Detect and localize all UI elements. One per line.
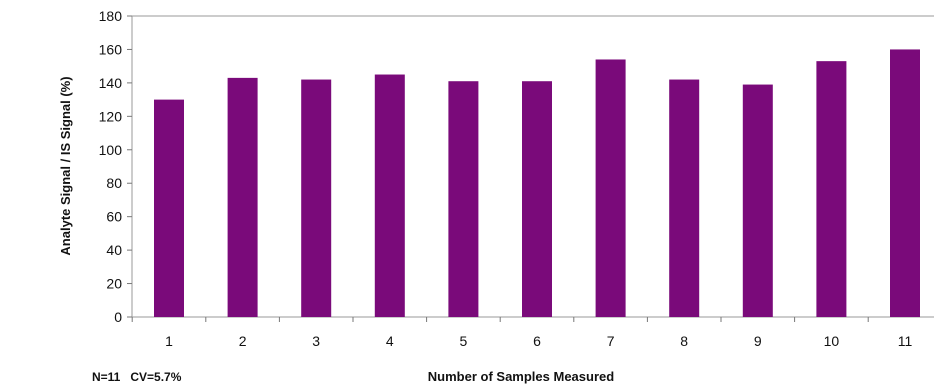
x-tick-label: 2: [239, 333, 247, 349]
y-tick-label: 20: [106, 276, 122, 292]
y-axis-ticks: 0 20 40 60 80 100 120 140 160 180: [99, 8, 132, 325]
bar: [522, 81, 552, 317]
bar: [448, 81, 479, 317]
y-axis-title: Analyte Signal / IS Signal (%): [58, 76, 73, 255]
bar: [890, 49, 920, 317]
x-tick-label: 9: [754, 333, 762, 349]
x-tick-label: 3: [312, 333, 320, 349]
bar: [816, 61, 847, 318]
bar-series: [154, 49, 920, 318]
bar: [669, 79, 700, 318]
y-tick-label: 80: [106, 175, 122, 191]
y-tick-label: 60: [106, 209, 122, 225]
bar: [154, 99, 184, 317]
x-tick-label: 1: [165, 333, 173, 349]
bar: [374, 74, 405, 318]
sample-stats-annotation: N=11 CV=5.7%: [92, 370, 182, 384]
x-tick-label: 6: [533, 333, 541, 349]
x-axis-title: Number of Samples Measured: [428, 369, 614, 384]
y-tick-label: 180: [99, 8, 123, 24]
x-tick-label: 10: [824, 333, 840, 349]
y-tick-label: 0: [114, 309, 122, 325]
y-tick-label: 100: [99, 142, 123, 158]
bar: [227, 77, 258, 317]
x-tick-label: 7: [607, 333, 615, 349]
x-tick-label: 4: [386, 333, 394, 349]
bar: [742, 84, 773, 317]
y-tick-label: 40: [106, 242, 122, 258]
bar: [301, 79, 332, 318]
x-tick-label: 11: [898, 333, 913, 349]
x-axis-ticks: 1 2 3 4 5 6 7 8 9 10 11: [131, 317, 913, 349]
y-tick-label: 120: [99, 108, 123, 124]
x-tick-label: 5: [460, 333, 468, 349]
x-tick-label: 8: [680, 333, 688, 349]
bar: [595, 59, 626, 317]
y-tick-label: 160: [99, 41, 123, 57]
y-tick-label: 140: [99, 75, 123, 91]
